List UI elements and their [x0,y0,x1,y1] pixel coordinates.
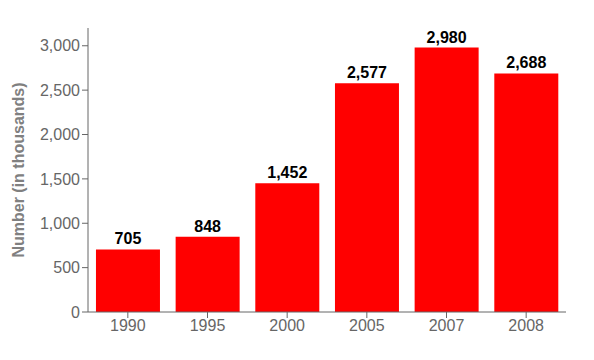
svg-text:2,980: 2,980 [427,29,467,46]
svg-text:2,688: 2,688 [506,54,546,71]
svg-text:Number (in thousands): Number (in thousands) [10,82,27,257]
svg-text:848: 848 [194,218,221,235]
svg-text:500: 500 [53,259,80,276]
svg-text:0: 0 [71,304,80,321]
svg-text:3,000: 3,000 [40,37,80,54]
svg-text:2007: 2007 [429,317,465,334]
svg-text:2,577: 2,577 [347,64,387,81]
svg-text:1,452: 1,452 [267,164,307,181]
svg-text:705: 705 [115,230,142,247]
svg-text:2005: 2005 [349,317,385,334]
svg-text:1995: 1995 [190,317,226,334]
svg-text:2,500: 2,500 [40,82,80,99]
svg-text:2008: 2008 [508,317,544,334]
svg-text:2,000: 2,000 [40,126,80,143]
svg-text:1990: 1990 [110,317,146,334]
svg-text:1,000: 1,000 [40,215,80,232]
svg-text:2000: 2000 [269,317,305,334]
svg-text:1,500: 1,500 [40,171,80,188]
